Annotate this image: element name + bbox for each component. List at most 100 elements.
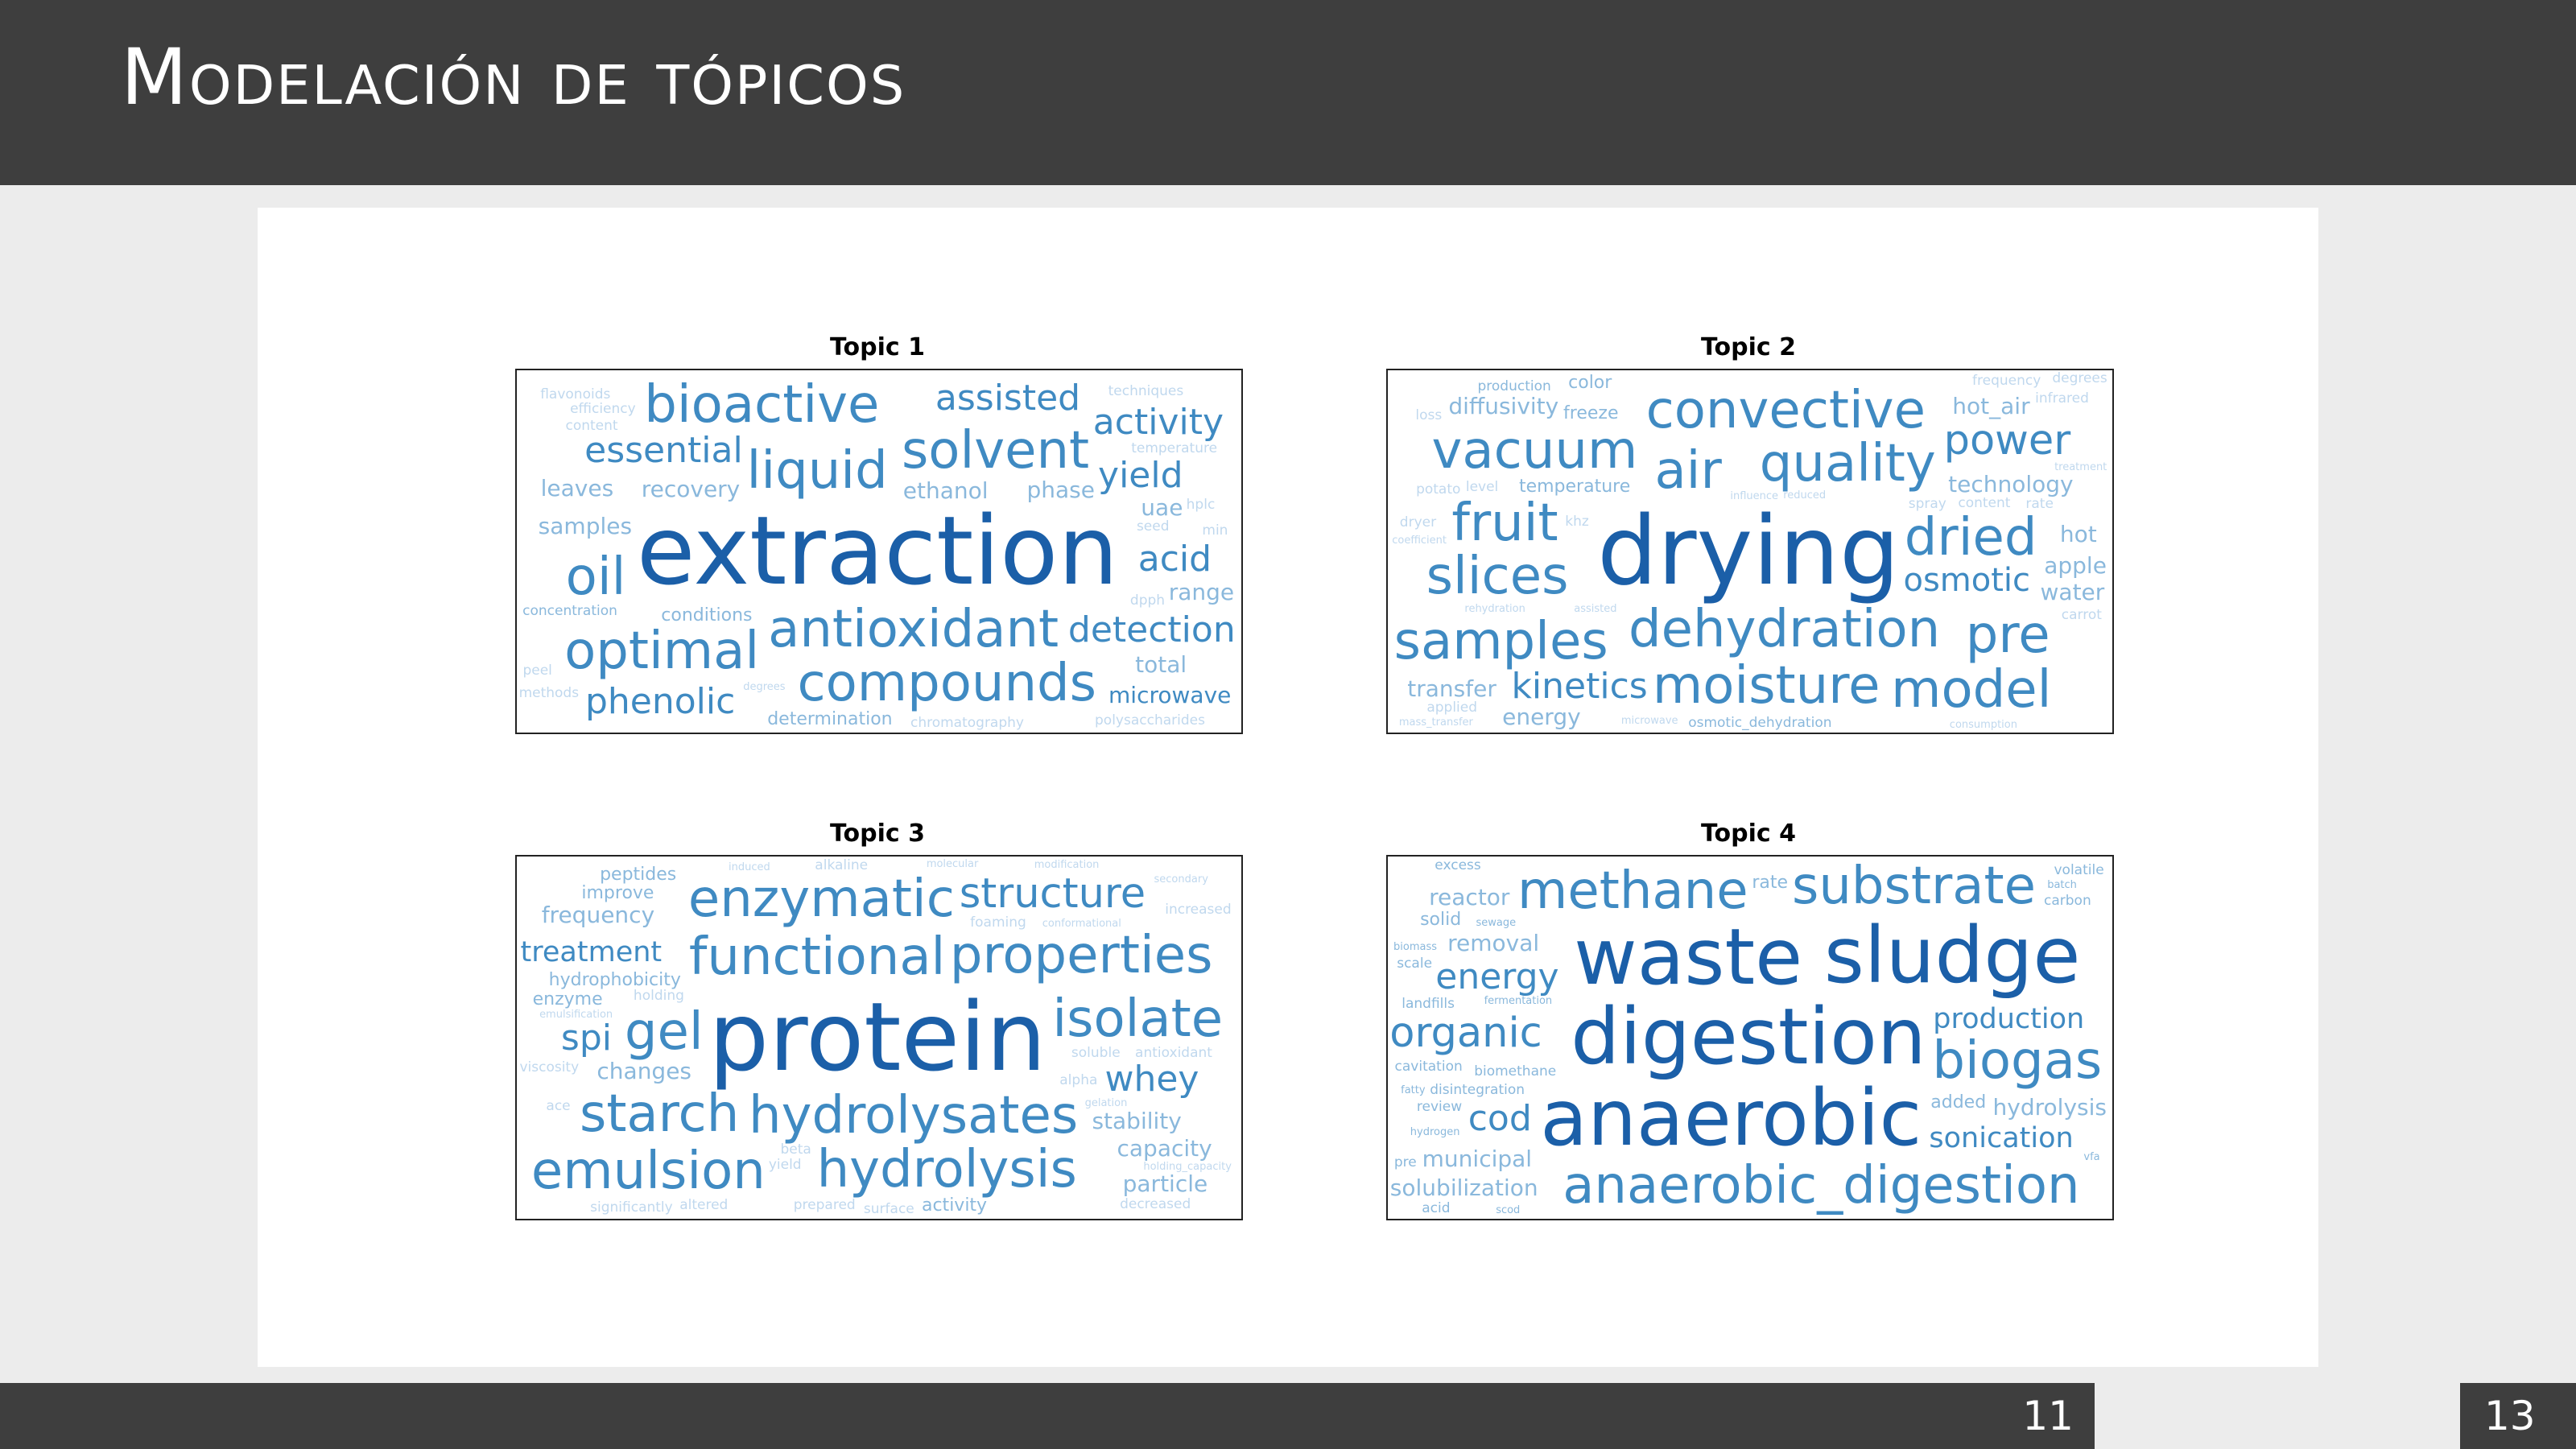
wordcloud-word: convective [1645, 381, 1926, 441]
wordcloud-word: assisted [935, 377, 1081, 419]
topic-1-title: Topic 1 [830, 333, 925, 361]
wordcloud-word: changes [597, 1058, 692, 1085]
wordcloud-word: carbon [2044, 893, 2091, 910]
wordcloud-word: protein [708, 980, 1046, 1092]
wordcloud-word: samples [1393, 611, 1608, 671]
wordcloud-word: consumption [1949, 719, 2017, 732]
topic-3-wordcloud: protein hydrolysates functional properties h… [515, 855, 1243, 1220]
wordcloud-word: induced [729, 861, 770, 873]
wordcloud-word: decreased [1120, 1196, 1191, 1213]
wordcloud-word: fruit [1451, 493, 1558, 554]
wordcloud-word: gel [624, 1002, 704, 1063]
wordcloud-word: antioxidant [1135, 1045, 1212, 1062]
wordcloud-word: polysaccharides [1095, 712, 1205, 729]
wordcloud-word: recovery [641, 476, 741, 503]
wordcloud-word: rehydration [1464, 602, 1525, 615]
wordcloud-word: flavonoids [540, 386, 611, 402]
wordcloud-word: detection [1067, 609, 1236, 650]
wordcloud-word: production [1933, 1002, 2085, 1035]
wordcloud-word: sewage [1476, 917, 1517, 930]
wordcloud-word: surface [863, 1200, 914, 1217]
wordcloud-word: reduced [1783, 489, 1827, 502]
wordcloud-word: yield [1098, 454, 1183, 496]
wordcloud-word: methods [518, 685, 580, 702]
wordcloud-word: cod [1468, 1097, 1532, 1139]
wordcloud-word: assisted [1574, 603, 1617, 616]
wordcloud-word: hplc [1186, 497, 1216, 514]
topic-figure: Topic 1 extraction antioxidant liquid solve… [258, 208, 2318, 1367]
topic-3-title: Topic 3 [830, 819, 925, 848]
topic-2-wordcloud: drying dehydration air quality dried moisture… [1386, 369, 2114, 734]
wordcloud-word: whey [1104, 1059, 1199, 1100]
wordcloud-word: secondary [1154, 873, 1208, 886]
wordcloud-word: samples [538, 512, 633, 539]
wordcloud-word: viscosity [519, 1059, 580, 1075]
wordcloud-word: sludge [1823, 910, 2081, 1001]
wordcloud-word: acid [1422, 1199, 1451, 1216]
wordcloud-word: emulsion [530, 1141, 766, 1202]
slide-title: Modelación de tópicos [121, 32, 906, 122]
wordcloud-word: phase [1026, 476, 1095, 503]
wordcloud-word: loss [1415, 407, 1443, 423]
wordcloud-word: chromatography [910, 714, 1024, 731]
wordcloud-word: hot_air [1952, 392, 2030, 419]
wordcloud-word: coefficient [1392, 535, 1447, 547]
wordcloud-word: level [1465, 478, 1499, 495]
wordcloud-word: hydrolysates [749, 1085, 1079, 1146]
wordcloud-word: microwave [1108, 681, 1232, 708]
wordcloud-word: pre [1965, 605, 2050, 665]
wordcloud-word: foaming [970, 914, 1026, 931]
wordcloud-word: frequency [1972, 372, 2041, 389]
wordcloud-word: gelation [1084, 1097, 1128, 1110]
wordcloud-word: improve [581, 883, 654, 904]
topic-2-title: Topic 2 [1701, 333, 1796, 361]
wordcloud-word: mass_transfer [1398, 716, 1473, 729]
wordcloud-word: anaerobic [1540, 1072, 1922, 1163]
wordcloud-word: significantly [590, 1199, 673, 1216]
wordcloud-word: dryer [1399, 514, 1437, 531]
wordcloud-word: kinetics [1511, 665, 1648, 707]
wordcloud-word: leaves [540, 474, 614, 502]
wordcloud-word: degrees [2052, 370, 2107, 387]
wordcloud-word: substrate [1792, 856, 2036, 916]
wordcloud-word: extraction [636, 494, 1119, 606]
wordcloud-word: removal [1447, 930, 1540, 957]
wordcloud-word: dried [1904, 507, 2037, 568]
wordcloud-word: temperature [1518, 477, 1631, 497]
wordcloud-word: influence [1730, 490, 1779, 503]
wordcloud-word: scale [1397, 956, 1433, 972]
wordcloud-word: concentration [522, 603, 617, 620]
wordcloud-word: altered [679, 1197, 729, 1214]
wordcloud-word: degrees [743, 680, 786, 693]
wordcloud-word: min [1202, 522, 1228, 539]
wordcloud-word: liquid [746, 441, 888, 502]
wordcloud-word: efficiency [570, 400, 636, 417]
wordcloud-word: solvent [901, 421, 1090, 481]
wordcloud-word: reactor [1429, 884, 1510, 911]
wordcloud-word: organic [1389, 1009, 1542, 1058]
wordcloud-word: alkaline [815, 857, 869, 874]
wordcloud-word: dpph [1129, 592, 1166, 609]
wordcloud-word: hydrolysis [1992, 1094, 2107, 1121]
wordcloud-word: scod [1496, 1204, 1521, 1217]
wordcloud-word: landfills [1402, 996, 1455, 1013]
wordcloud-word: added [1930, 1092, 1987, 1113]
wordcloud-word: rate [2025, 495, 2054, 512]
wordcloud-word: hydrogen [1410, 1126, 1460, 1139]
wordcloud-word: holding [633, 988, 684, 1005]
wordcloud-word: microwave [1620, 714, 1678, 727]
wordcloud-word: osmotic_dehydration [1688, 714, 1832, 731]
wordcloud-word: isolate [1052, 989, 1224, 1049]
wordcloud-word: excess [1435, 857, 1481, 873]
wordcloud-word: spray [1908, 495, 1946, 512]
slide-header: Modelación de tópicos [0, 0, 2576, 185]
wordcloud-word: air [1654, 441, 1722, 502]
wordcloud-word: conditions [661, 605, 753, 626]
wordcloud-word: alpha [1059, 1071, 1098, 1088]
wordcloud-word: technology [1948, 471, 2074, 498]
wordcloud-word: antioxidant [768, 599, 1059, 659]
footer-page-box: 13 [2460, 1383, 2576, 1449]
wordcloud-word: applied [1426, 700, 1478, 716]
wordcloud-word: color [1568, 372, 1612, 393]
wordcloud-word: review [1416, 1099, 1463, 1116]
